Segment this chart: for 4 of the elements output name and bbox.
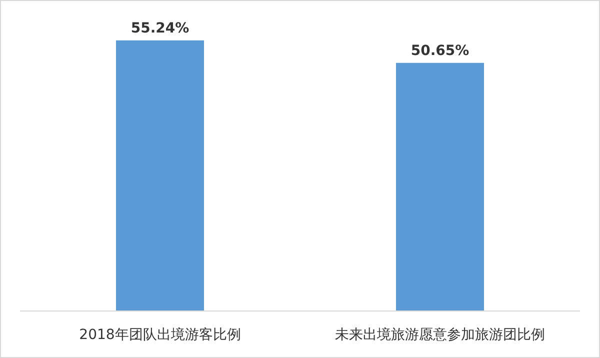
data-label: 50.65%: [410, 42, 470, 59]
data-label: 55.24%: [130, 20, 190, 36]
x-tick-label: 未来出境旅游愿意参加旅游团比例: [335, 326, 545, 343]
x-tick-label: 2018年团队出境游客比例: [79, 326, 241, 343]
